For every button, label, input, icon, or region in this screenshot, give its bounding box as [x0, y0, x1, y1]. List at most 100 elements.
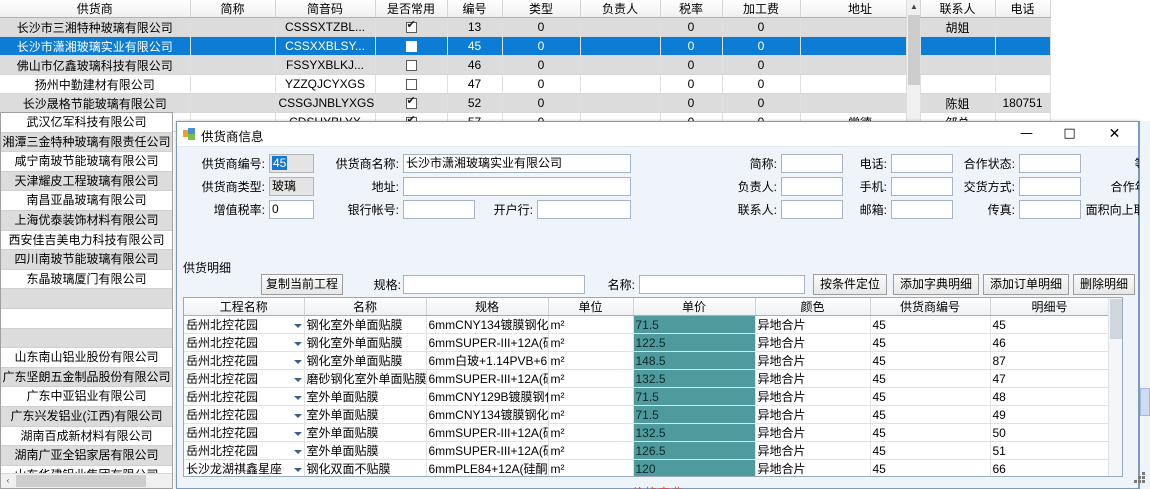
name-cell[interactable]: 钢化室外单面贴膜 — [304, 351, 427, 370]
fee-cell[interactable]: 0 — [722, 93, 801, 113]
table-row[interactable]: 扬州中勤建材有限公司 YZZQJCYXGS 47 0 0 0 — [0, 74, 1051, 94]
tax-cell[interactable]: 0 — [660, 74, 723, 94]
bank-branch-input[interactable] — [537, 200, 631, 219]
price-cell[interactable]: 71.5 — [633, 315, 756, 334]
col-type[interactable]: 类型 — [502, 0, 581, 18]
price-cell[interactable]: 132.5 — [633, 423, 756, 442]
spec-filter-input[interactable] — [403, 275, 585, 294]
unit-cell[interactable]: m² — [548, 315, 634, 334]
no-cell[interactable]: 45 — [447, 36, 503, 56]
scroll-thumb[interactable] — [1110, 299, 1122, 339]
chevron-down-icon[interactable] — [293, 392, 302, 402]
sidebar-item[interactable]: 西安佳吉美电力科技有限公司 — [1, 230, 172, 251]
is-common-checkbox[interactable] — [375, 55, 448, 75]
fee-cell[interactable]: 0 — [722, 17, 801, 37]
name-cell[interactable]: 室外单面贴膜 — [304, 405, 427, 424]
checkbox-icon[interactable] — [405, 19, 417, 34]
unit-cell[interactable]: m² — [548, 459, 634, 476]
is-common-checkbox[interactable] — [375, 36, 448, 56]
supplier-no-cell[interactable]: 45 — [870, 459, 991, 476]
detail-row[interactable]: 长沙龙湖祺鑫星座钢化双面不贴膜6mmPLE84+12A(硅酮胶...m²120异… — [184, 459, 1110, 476]
supplier-name-input[interactable]: 长沙市潇湘玻璃实业有限公司 — [403, 154, 631, 173]
detail-no-cell[interactable]: 50 — [990, 423, 1110, 442]
sidebar-item[interactable] — [1, 308, 172, 329]
checkbox-icon[interactable] — [405, 95, 417, 110]
abbr-cell[interactable] — [190, 55, 276, 75]
owner-cell[interactable] — [580, 74, 661, 94]
supplier-cell[interactable]: 扬州中勤建材有限公司 — [0, 74, 191, 94]
sidebar-item[interactable]: 武汉亿军科技有限公司 — [1, 113, 172, 133]
detail-no-cell[interactable]: 66 — [990, 459, 1110, 476]
dcol-project[interactable]: 工程名称 — [184, 298, 305, 316]
fax-input[interactable] — [1019, 200, 1081, 219]
col-supplier[interactable]: 供货商 — [0, 0, 191, 18]
color-cell[interactable]: 异地合片 — [755, 387, 871, 406]
code-cell[interactable]: YZZQJCYXGS — [275, 74, 376, 94]
price-cell[interactable]: 120 — [633, 459, 756, 476]
name-cell[interactable]: 室外单面贴膜 — [304, 441, 427, 460]
tax-cell[interactable]: 0 — [660, 36, 723, 56]
add-dict-detail-button[interactable]: 添加字典明细 — [893, 274, 979, 295]
sidebar-item[interactable]: 广东坚朗五金制品股份有限公司 — [1, 367, 172, 388]
type-cell[interactable]: 0 — [502, 17, 581, 37]
unit-cell[interactable]: m² — [548, 405, 634, 424]
detail-no-cell[interactable]: 51 — [990, 441, 1110, 460]
address-cell[interactable] — [800, 17, 921, 37]
scroll-left-icon[interactable]: ‹ — [6, 476, 10, 485]
dcol-price[interactable]: 单价 — [633, 298, 756, 316]
tax-cell[interactable]: 0 — [660, 17, 723, 37]
phone-cell[interactable] — [995, 55, 1051, 75]
mobile-input[interactable] — [891, 177, 953, 196]
price-cell[interactable]: 148.5 — [633, 351, 756, 370]
checkbox-icon[interactable] — [405, 41, 417, 53]
supplier-no-cell[interactable]: 45 — [870, 369, 991, 388]
detail-row[interactable]: 岳州北控花园 室外单面贴膜 6mmCNY134镀膜钢化 m² 71.5 异地合片 45 49 — [184, 405, 1110, 424]
col-owner[interactable]: 负责人 — [580, 0, 661, 18]
address-input[interactable] — [403, 177, 631, 196]
chevron-down-icon[interactable] — [293, 446, 302, 456]
dcol-unit[interactable]: 单位 — [548, 298, 634, 316]
code-cell[interactable]: CSSXXBLSY... — [275, 36, 376, 56]
spec-cell[interactable]: 6mmSUPER-III+12A(硅... — [426, 369, 549, 388]
phone-cell[interactable] — [995, 74, 1051, 94]
table-row[interactable]: 长沙市潇湘玻璃实业有限公司 CSSXXBLSY... 45 0 0 0 — [0, 36, 1051, 56]
detail-no-cell[interactable]: 49 — [990, 405, 1110, 424]
name-cell[interactable]: 磨砂钢化室外单面贴膜 — [304, 369, 427, 388]
chevron-down-icon[interactable] — [293, 428, 302, 438]
supplier-cell[interactable]: 佛山市亿鑫玻璃科技有限公司 — [0, 55, 191, 75]
coop-status-input[interactable] — [1019, 154, 1081, 173]
supplier-no-cell[interactable]: 45 — [870, 315, 991, 334]
supplier-no-cell[interactable]: 45 — [870, 333, 991, 352]
spec-cell[interactable]: 6mmSUPER-III+12A(硅... — [426, 333, 549, 352]
owner-input[interactable] — [781, 177, 843, 196]
contact-cell[interactable] — [920, 74, 996, 94]
contact-cell[interactable]: 胡姐 — [920, 17, 996, 37]
col-fee[interactable]: 加工费 — [722, 0, 801, 18]
sidebar-item[interactable]: 湖南百成新材料有限公司 — [1, 426, 172, 447]
chevron-down-icon[interactable] — [293, 338, 302, 348]
owner-cell[interactable] — [580, 55, 661, 75]
delete-detail-button[interactable]: 删除明细 — [1073, 274, 1135, 295]
tax-cell[interactable]: 0 — [660, 55, 723, 75]
spec-cell[interactable]: 6mmCNY129B镀膜钢化 — [426, 387, 549, 406]
supplier-cell[interactable]: 长沙市潇湘玻璃实业有限公司 — [0, 36, 191, 56]
phone-input[interactable] — [891, 154, 953, 173]
checkbox-icon[interactable] — [405, 79, 417, 91]
col-no[interactable]: 编号 — [447, 0, 503, 18]
name-cell[interactable]: 室外单面贴膜 — [304, 423, 427, 442]
type-cell[interactable]: 0 — [502, 74, 581, 94]
color-cell[interactable]: 异地合片 — [755, 405, 871, 424]
type-cell[interactable]: 0 — [502, 55, 581, 75]
vat-input[interactable]: 0 — [269, 200, 314, 219]
detail-no-cell[interactable]: 47 — [990, 369, 1110, 388]
dcol-supplier-no[interactable]: 供货商编号 — [870, 298, 991, 316]
supplier-no-cell[interactable]: 45 — [870, 387, 991, 406]
supplier-sidebar-list[interactable]: 武汉亿军科技有限公司 湘潭三金特种玻璃有限责任公司 咸宁南玻节能玻璃有限公司 天津耀皮… — [0, 112, 173, 489]
detail-no-cell[interactable]: 46 — [990, 333, 1110, 352]
name-cell[interactable]: 钢化双面不贴膜 — [304, 459, 427, 476]
address-cell[interactable] — [800, 55, 921, 75]
table-row[interactable]: 长沙晟格节能玻璃有限公司CSSGJNBLYXGS52000陈姐180751 — [0, 93, 1051, 113]
sidebar-item[interactable]: 四川南玻节能玻璃有限公司 — [1, 250, 172, 270]
project-cell[interactable]: 岳州北控花园 — [184, 423, 305, 442]
supplier-cell[interactable]: 长沙市三湘特种玻璃有限公司 — [0, 17, 191, 37]
